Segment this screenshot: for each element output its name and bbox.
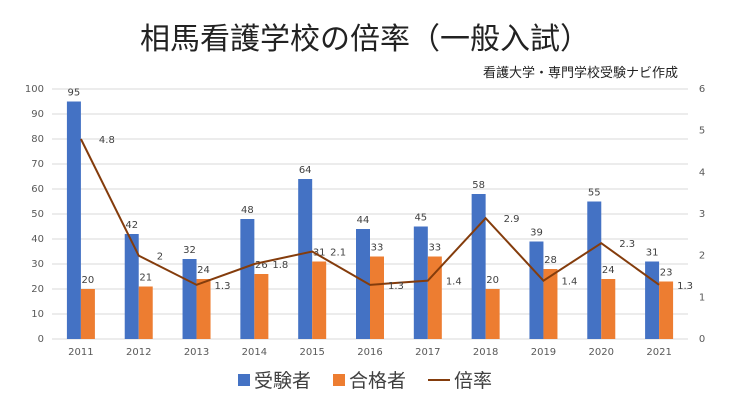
legend-label: 受験者 <box>253 370 311 392</box>
x-tick-label: 2019 <box>531 347 556 358</box>
chart-subtitle: 看護大学・専門学校受験ナビ作成 <box>482 66 678 81</box>
bar-passers <box>601 279 616 339</box>
data-label: 39 <box>530 228 543 239</box>
data-label: 95 <box>68 88 81 99</box>
y-tick-label: 70 <box>31 159 44 170</box>
bar-passers <box>543 269 558 339</box>
x-tick-label: 2021 <box>646 347 671 358</box>
x-tick-label: 2016 <box>357 347 382 358</box>
ratio-data-label: 1.3 <box>677 281 693 292</box>
bar-passers <box>485 289 500 339</box>
x-tick-label: 2014 <box>242 347 267 358</box>
legend-swatch <box>332 373 345 386</box>
data-label: 26 <box>255 260 268 271</box>
y-tick-label: 50 <box>31 209 44 220</box>
ratio-data-label: 1.4 <box>561 277 577 288</box>
ratio-data-label: 4.8 <box>99 135 115 146</box>
y2-tick-label: 2 <box>699 251 705 262</box>
legend-swatch <box>237 373 250 386</box>
x-tick-label: 2013 <box>184 347 209 358</box>
data-label: 33 <box>428 243 441 254</box>
ratio-data-label: 1.3 <box>215 281 231 292</box>
data-label: 24 <box>602 265 615 276</box>
bar-applicants <box>471 194 486 339</box>
bar-applicants <box>66 101 81 339</box>
legend-swatch <box>428 378 450 381</box>
bar-passers <box>370 256 384 339</box>
bar-passers <box>312 261 327 339</box>
ratio-data-label: 2 <box>157 252 163 263</box>
bar-applicants <box>182 259 197 339</box>
data-label: 20 <box>486 275 499 286</box>
data-label: 44 <box>357 215 370 226</box>
bar-passers <box>254 274 269 339</box>
ratio-data-label: 2.3 <box>619 239 635 250</box>
legend-label: 合格者 <box>348 370 406 392</box>
y2-tick-label: 3 <box>699 209 705 220</box>
data-label: 48 <box>241 205 254 216</box>
legend-item: 合格者 <box>332 366 406 393</box>
data-label: 21 <box>139 273 152 284</box>
data-label: 58 <box>472 180 485 191</box>
legend: 受験者 合格者 倍率 <box>0 366 730 393</box>
y-tick-label: 60 <box>31 184 44 195</box>
y-tick-label: 20 <box>31 284 44 295</box>
data-label: 23 <box>660 268 673 279</box>
legend-label: 倍率 <box>454 370 493 392</box>
y-tick-label: 90 <box>31 109 44 120</box>
y-tick-label: 10 <box>31 309 44 320</box>
y-tick-label: 0 <box>38 334 44 345</box>
bar-applicants <box>298 179 313 339</box>
ratio-data-label: 2.9 <box>504 214 520 225</box>
chart-title: 相馬看護学校の倍率（一般入試） <box>140 22 590 57</box>
bar-applicants <box>356 229 370 339</box>
y2-tick-label: 0 <box>699 334 705 345</box>
y-tick-label: 40 <box>31 234 44 245</box>
y2-tick-label: 4 <box>699 167 705 178</box>
x-tick-label: 2015 <box>299 347 324 358</box>
x-tick-label: 2011 <box>68 347 93 358</box>
data-label: 31 <box>313 248 326 259</box>
y-tick-label: 80 <box>31 134 44 145</box>
legend-item: 倍率 <box>428 366 492 393</box>
y2-tick-label: 6 <box>699 84 705 95</box>
bar-applicants <box>413 226 428 339</box>
data-label: 45 <box>414 213 427 224</box>
data-label: 31 <box>646 248 659 259</box>
bar-applicants <box>529 241 544 339</box>
bar-passers <box>196 279 211 339</box>
x-tick-label: 2018 <box>473 347 498 358</box>
data-label: 32 <box>183 245 196 256</box>
ratio-data-label: 1.3 <box>388 281 404 292</box>
data-label: 64 <box>299 165 312 176</box>
bar-passers <box>659 281 674 339</box>
x-tick-label: 2012 <box>126 347 151 358</box>
legend-item: 受験者 <box>237 366 311 393</box>
ratio-line <box>80 138 660 286</box>
data-label: 20 <box>82 275 95 286</box>
ratio-data-label: 1.4 <box>446 277 462 288</box>
bar-passers <box>80 289 95 339</box>
ratio-data-label: 2.1 <box>330 248 346 259</box>
data-label: 55 <box>588 188 601 199</box>
x-tick-label: 2017 <box>415 347 440 358</box>
data-label: 42 <box>125 220 138 231</box>
y-tick-label: 100 <box>25 84 44 95</box>
data-label: 24 <box>197 265 210 276</box>
data-label: 28 <box>544 255 557 266</box>
y2-tick-label: 1 <box>699 292 705 303</box>
x-tick-label: 2020 <box>589 347 614 358</box>
bar-applicants <box>124 234 139 339</box>
bar-applicants <box>240 219 255 339</box>
bar-applicants <box>587 201 602 339</box>
data-label: 33 <box>371 243 384 254</box>
bar-applicants <box>645 261 660 339</box>
ratio-data-label: 1.8 <box>272 260 288 271</box>
y-tick-label: 30 <box>31 259 44 270</box>
bar-passers <box>138 286 153 339</box>
y2-tick-label: 5 <box>699 126 705 137</box>
